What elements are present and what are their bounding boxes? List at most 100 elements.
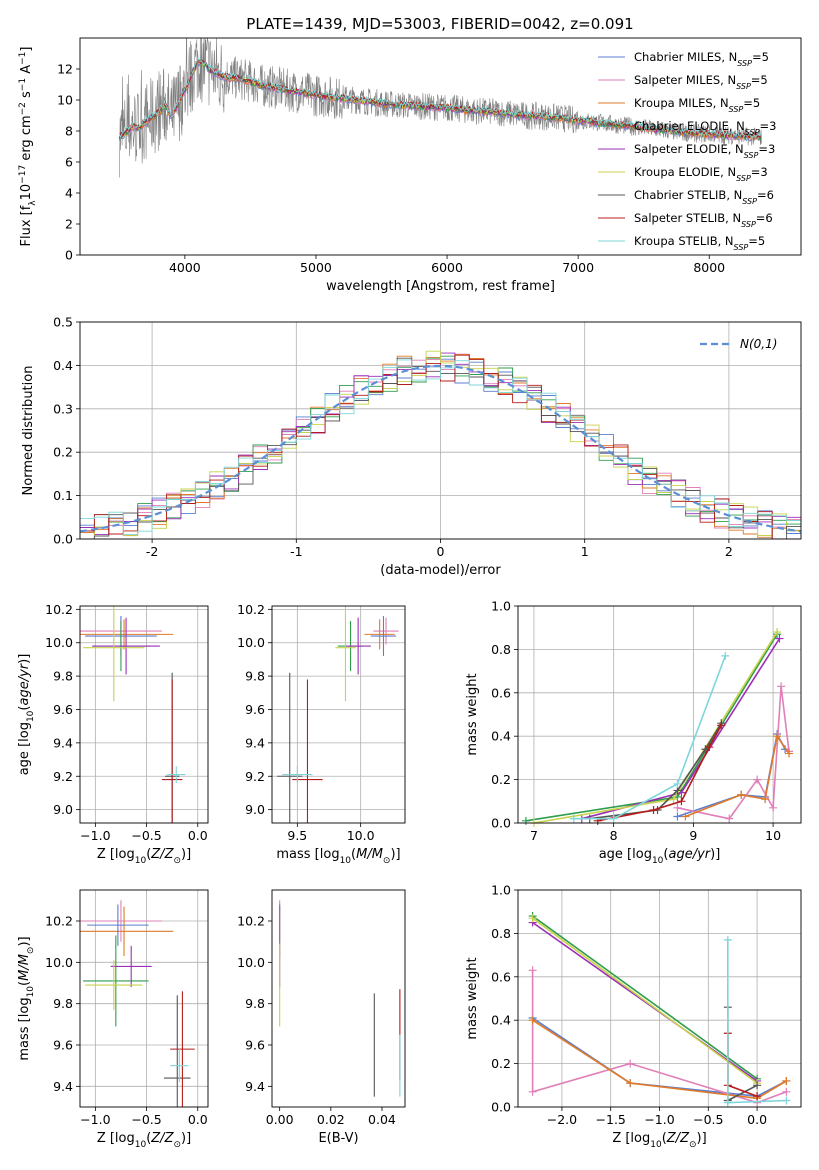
weight-marker-chabrier_miles xyxy=(673,812,682,821)
weight-marker-salpeter_miles xyxy=(725,814,734,823)
weight-marker-kroupa_miles xyxy=(785,749,794,758)
mass-vs-metallicity-panel: −1.0 −0.5 0.09.49.69.810.010.2Z [log10(Z/Z… xyxy=(17,889,209,1150)
label-part: )] xyxy=(17,936,32,946)
legend-label-kroupa_stelib: Kroupa STELIB, NSSP=5 xyxy=(634,234,765,252)
x-tick-label: 0.0 xyxy=(747,1112,767,1127)
axes-frame xyxy=(517,889,802,1108)
weight-marker-kroupa_miles xyxy=(773,732,782,741)
y-tick-label: 9.8 xyxy=(245,669,265,684)
label-part: ( xyxy=(17,981,32,986)
label-part: (data-model)/error xyxy=(380,563,501,578)
x-tick-label: 8000 xyxy=(693,260,725,275)
x-axis-label: E(B-V) xyxy=(318,1131,358,1146)
label-part: 10 xyxy=(26,710,36,722)
legend-sub: SSP xyxy=(744,151,759,160)
legend-label-salpeter_miles: Salpeter MILES, NSSP=5 xyxy=(634,73,768,91)
y-tick-label: 9.8 xyxy=(53,669,73,684)
y-tick-label: 9.8 xyxy=(245,996,265,1011)
label-part: )] xyxy=(697,1131,707,1146)
legend-count: =3 xyxy=(751,165,768,179)
x-tick-label: −0.5 xyxy=(131,828,161,843)
weight-line-chabrier_elodie xyxy=(525,633,778,822)
x-tick-label: 6000 xyxy=(431,260,463,275)
y-tick-label: 9.6 xyxy=(53,1038,73,1053)
label-part: ⊙ xyxy=(173,856,181,866)
legend-label-salpeter_elodie: Salpeter ELODIE, NSSP=3 xyxy=(634,142,775,160)
axes-frame xyxy=(79,37,802,256)
weight-marker-kroupa_stelib xyxy=(673,779,682,788)
label-part: age [log xyxy=(17,722,32,775)
x-tick-label: −1.0 xyxy=(80,1112,110,1127)
weight-marker-salpeter_stelib xyxy=(649,805,658,814)
y-tick-label: 0.3 xyxy=(53,401,73,416)
weight-marker-kroupa_miles xyxy=(761,795,770,804)
y-tick-label: 10.2 xyxy=(45,602,73,617)
y-axis-label: Normed distribution xyxy=(21,366,36,496)
label-part: ( xyxy=(663,847,668,862)
axes-frame xyxy=(517,605,802,824)
y-tick-label: 9.0 xyxy=(245,802,265,817)
legend-label-kroupa_miles: Kroupa MILES, NSSP=5 xyxy=(634,96,760,114)
legend-text: Kroupa ELODIE, N xyxy=(634,165,736,179)
label-part: erg cm xyxy=(19,115,34,164)
y-tick-label: 10.2 xyxy=(237,602,265,617)
label-part: Z/Z xyxy=(666,1131,690,1146)
y-tick-label: 9.6 xyxy=(53,702,73,717)
weight-line-chabrier_elodie xyxy=(532,915,758,1080)
label-part: ( xyxy=(351,847,356,862)
y-axis-label: mass weight xyxy=(465,957,480,1039)
x-tick-label: 7000 xyxy=(562,260,594,275)
label-part: mass [log xyxy=(276,847,339,862)
weight-marker-salpeter_stelib xyxy=(717,721,726,730)
legend-label-normal: N(0,1) xyxy=(740,337,777,351)
weight-marker-salpeter_miles xyxy=(626,1059,635,1068)
y-tick-label: 12 xyxy=(57,62,73,77)
y-tick-label: 10.0 xyxy=(45,635,73,650)
weight-marker-kroupa_elodie xyxy=(669,795,678,804)
weight-marker-salpeter_miles xyxy=(769,803,778,812)
y-tick-label: 0.6 xyxy=(491,969,511,984)
y-tick-label: 9.4 xyxy=(245,1079,265,1094)
x-tick-label: −0.5 xyxy=(131,1112,161,1127)
weight-marker-salpeter_miles xyxy=(673,803,682,812)
label-part: A xyxy=(19,65,34,78)
legend-sub: SSP xyxy=(729,105,744,114)
label-part: Z/Z xyxy=(150,1131,174,1146)
legend-text: Chabrier MILES, N xyxy=(634,50,737,64)
y-tick-label: 0.0 xyxy=(491,816,511,831)
x-tick-label: 4000 xyxy=(169,260,201,275)
legend-text: Salpeter MILES, N xyxy=(634,73,736,87)
y-tick-label: 1.0 xyxy=(491,599,511,614)
y-tick-label: 9.2 xyxy=(245,769,265,784)
y-tick-label: 0.8 xyxy=(491,926,511,941)
legend-text: Kroupa STELIB, N xyxy=(634,234,734,248)
label-part: age/yr xyxy=(668,847,711,862)
legend-count: =3 xyxy=(758,142,775,156)
weight-marker-chabrier_elodie xyxy=(521,816,530,825)
legend-label-kroupa_elodie: Kroupa ELODIE, NSSP=3 xyxy=(634,165,768,183)
weight-marker-kroupa_stelib xyxy=(569,814,578,823)
y-tick-label: 0.4 xyxy=(53,358,73,373)
label-part: ( xyxy=(17,706,32,711)
label-part: 10 xyxy=(26,986,36,998)
weight-line-salpeter_elodie xyxy=(532,921,758,1082)
y-tick-label: 0.8 xyxy=(491,642,511,657)
x-axis-label: mass [log10(M/M⊙)] xyxy=(276,847,400,866)
label-part: −17 xyxy=(18,165,28,184)
y-axis-label: mass [log10(M/M⊙)] xyxy=(17,936,36,1060)
x-axis-label: wavelength [Angstrom, rest frame] xyxy=(326,279,555,294)
legend-count: =6 xyxy=(756,211,773,225)
x-tick-label: 5000 xyxy=(300,260,332,275)
x-axis-label: Z [log10(Z/Z⊙)] xyxy=(97,847,191,866)
model-spectrum-kroupa_elodie xyxy=(118,58,762,140)
weight-marker-kroupa_miles xyxy=(782,1076,791,1085)
label-part: mass weight xyxy=(465,957,480,1039)
y-tick-label: 10.0 xyxy=(45,955,73,970)
label-part: )] xyxy=(390,847,400,862)
y-tick-label: 10 xyxy=(57,93,73,108)
x-tick-label: 0.04 xyxy=(368,1112,396,1127)
legend-count: =5 xyxy=(752,50,769,64)
label-part: −1 xyxy=(18,78,28,91)
legend-text: Chabrier STELIB, N xyxy=(634,188,742,202)
